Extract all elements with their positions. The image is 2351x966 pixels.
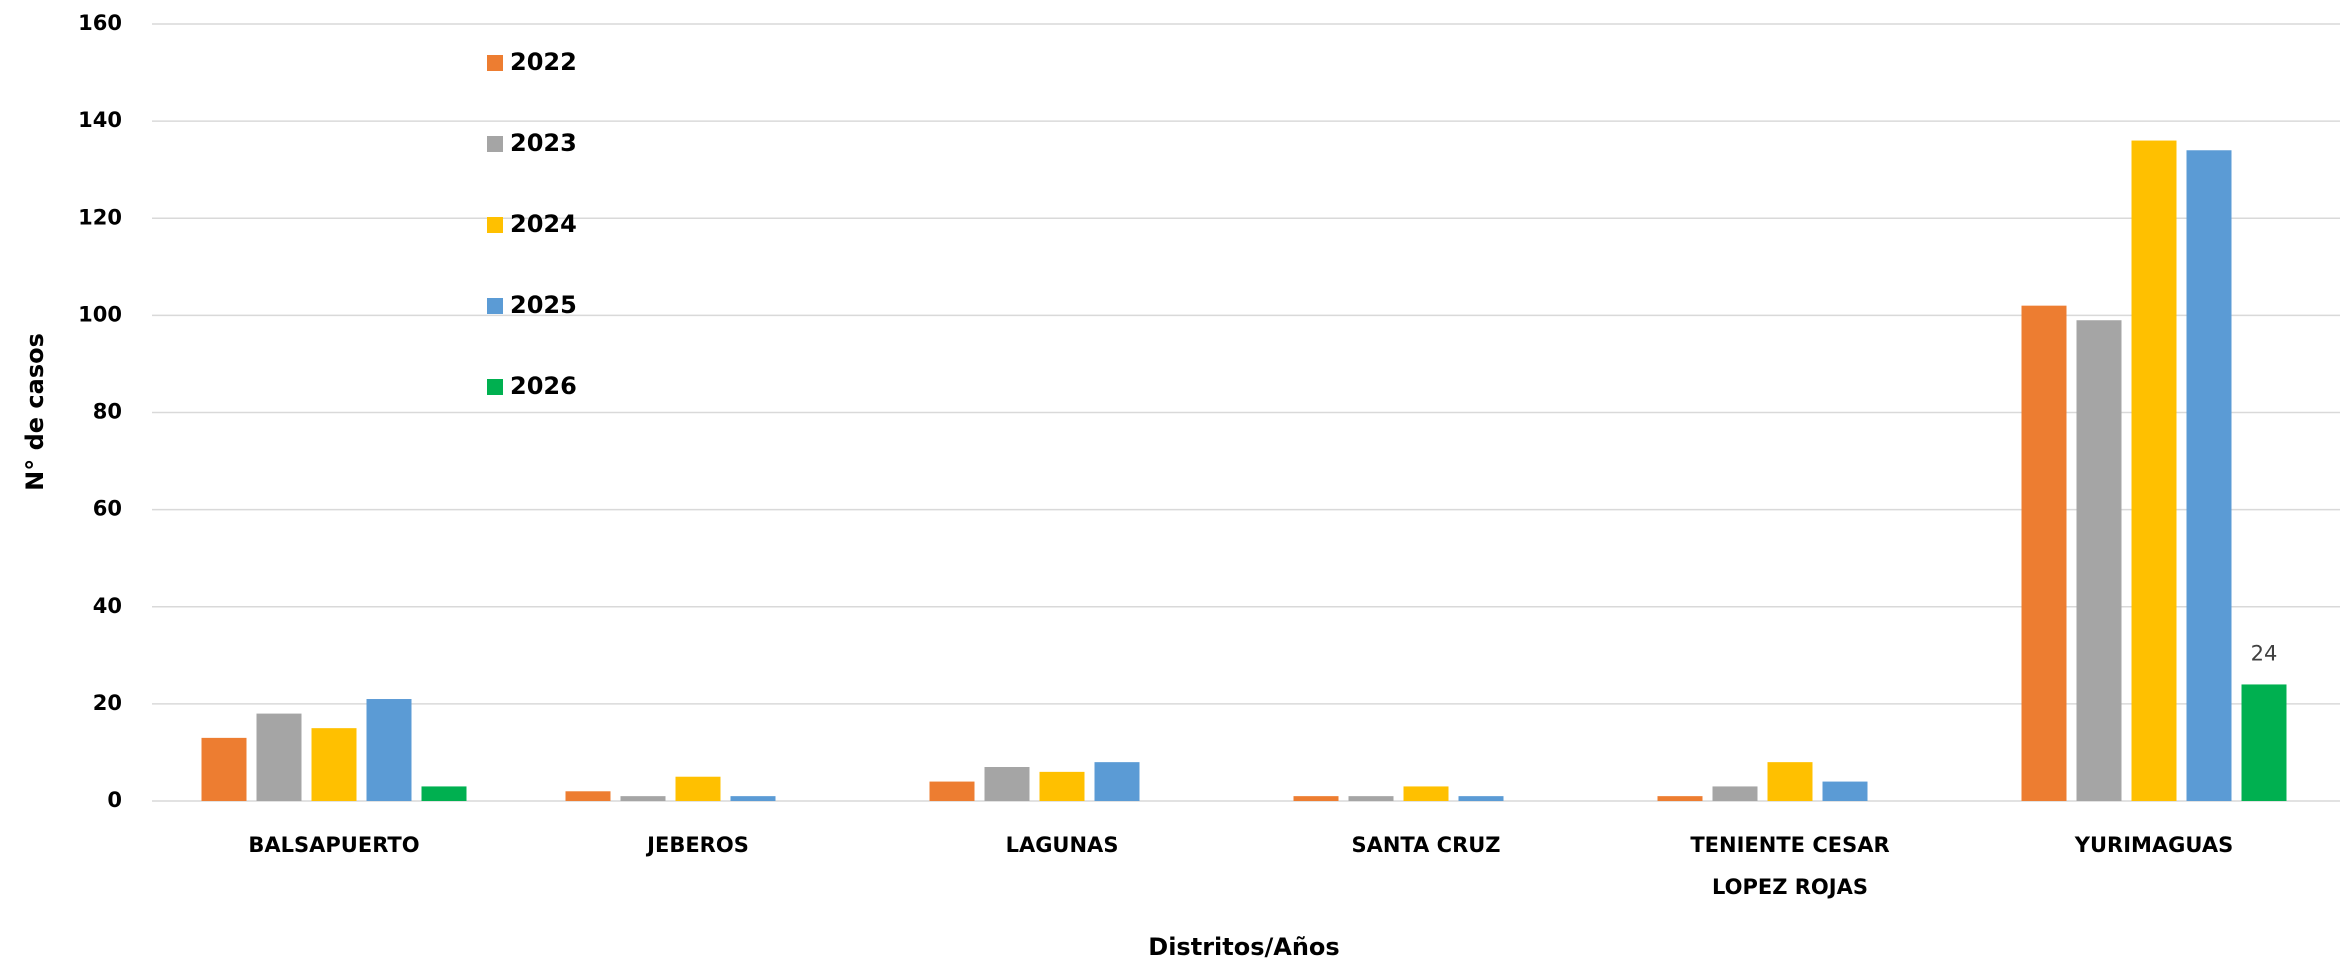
x-axis-title: Distritos/Años [1148, 933, 1339, 961]
legend-label: 2025 [510, 291, 577, 319]
y-tick-label: 20 [93, 691, 122, 715]
bar [311, 728, 357, 801]
legend-label: 2023 [510, 129, 577, 157]
bar [2076, 320, 2122, 801]
legend-label: 2024 [510, 210, 577, 238]
bar [1767, 762, 1813, 801]
y-axis-title: N° de casos [21, 333, 49, 491]
x-tick-label: BALSAPUERTO [248, 833, 419, 857]
y-tick-label: 120 [78, 205, 122, 229]
bar [2241, 684, 2287, 801]
bar [1094, 762, 1140, 801]
bar [984, 767, 1030, 801]
y-tick-label: 100 [78, 302, 122, 326]
bar [1403, 786, 1449, 801]
y-tick-label: 0 [107, 788, 122, 812]
bar [1822, 781, 1868, 801]
bar [675, 776, 721, 801]
legend-swatch [487, 217, 503, 233]
bar [1458, 796, 1504, 801]
legend-swatch [487, 379, 503, 395]
bar [1712, 786, 1758, 801]
bar [1293, 796, 1339, 801]
bar [929, 781, 975, 801]
bar [256, 713, 302, 801]
bar [2021, 305, 2067, 801]
bar [1039, 771, 1085, 801]
y-tick-label: 40 [93, 594, 122, 618]
x-tick-label: JEBEROS [645, 833, 749, 857]
legend-label: 2026 [510, 372, 577, 400]
y-tick-label: 160 [78, 11, 122, 35]
bar [1348, 796, 1394, 801]
x-tick-label: LAGUNAS [1006, 833, 1119, 857]
legend-swatch [487, 136, 503, 152]
y-tick-label: 140 [78, 108, 122, 132]
x-tick-label: YURIMAGUAS [2074, 833, 2233, 857]
bar [1657, 796, 1703, 801]
bar [366, 699, 412, 801]
legend-swatch [487, 298, 503, 314]
x-tick-label: SANTA CRUZ [1351, 833, 1500, 857]
bar [2131, 140, 2177, 802]
y-tick-label: 60 [93, 497, 122, 521]
bar [730, 796, 776, 801]
bar [620, 796, 666, 801]
y-tick-label: 80 [93, 400, 122, 424]
bar [2186, 150, 2232, 801]
data-label: 24 [2251, 641, 2278, 665]
legend-swatch [487, 55, 503, 71]
bar [201, 737, 247, 801]
bar [421, 786, 467, 801]
bar [565, 791, 611, 801]
legend-label: 2022 [510, 48, 577, 76]
x-tick-label: TENIENTE CESAR LOPEZ ROJAS [1690, 833, 1889, 899]
